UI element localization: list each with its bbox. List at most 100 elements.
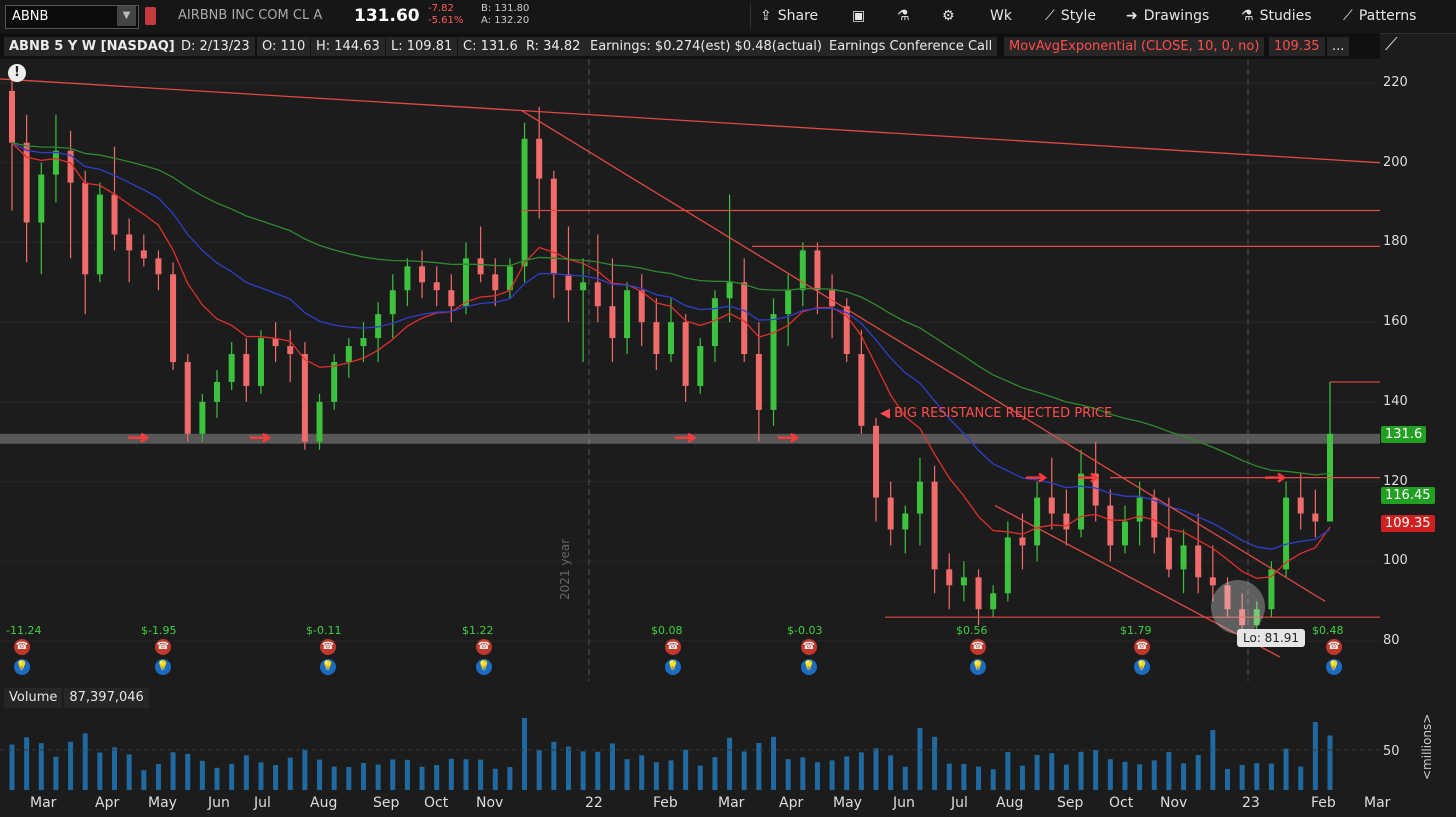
drawings-button[interactable]: ➜ Drawings (1126, 5, 1209, 27)
volume-bar (478, 759, 484, 790)
earnings-bulb-icon[interactable]: 💡 (665, 659, 681, 675)
candle-body (1151, 497, 1158, 538)
earnings-value: $0.56 (956, 624, 988, 637)
volume-bar (82, 733, 88, 790)
price-tick: 200 (1383, 154, 1408, 170)
snapshot-button[interactable]: ▣ (852, 5, 865, 27)
earnings-value: $0.48 (1312, 624, 1344, 637)
price-chart[interactable] (0, 59, 1380, 681)
volume-bar (1122, 761, 1128, 790)
ema-10-line (11, 142, 1331, 579)
volume-bar (829, 760, 835, 790)
date-axis[interactable]: Mar Apr May Jun Jul Aug Sep Oct Nov 22 Feb Mar Apr Ma… (0, 790, 1456, 817)
volume-bar (229, 763, 235, 790)
arrow-icon (1026, 472, 1048, 483)
candle-body (67, 150, 74, 183)
conference-call-icon[interactable]: ☎ (320, 639, 336, 655)
candle-body (170, 274, 177, 363)
candle-body (287, 346, 294, 355)
candle-body (843, 306, 850, 355)
arrow-icon (675, 432, 697, 443)
candle-body (360, 338, 367, 347)
candle-body (1048, 497, 1055, 514)
candle-body (243, 354, 250, 386)
volume-bar (1019, 765, 1025, 790)
volume-bar (141, 770, 147, 790)
volume-bar (287, 757, 293, 790)
bar-open: O: 110 (257, 37, 311, 56)
earnings-bulb-icon[interactable]: 💡 (1326, 659, 1342, 675)
conference-call-icon[interactable]: ☎ (155, 639, 171, 655)
volume-bar (97, 752, 103, 790)
flag-icon[interactable] (145, 7, 156, 25)
symbol-input[interactable]: ABNB (5, 5, 139, 29)
candle-body (23, 142, 30, 223)
volume-bar (536, 750, 542, 790)
price-tick: 100 (1383, 553, 1408, 569)
candle-body (228, 354, 235, 382)
date-tick: Nov (476, 795, 504, 811)
candle-body (492, 274, 499, 291)
low-label: Lo: 81.91 (1237, 629, 1306, 647)
price-tag-ma_blue: 116.45 (1381, 486, 1435, 504)
style-button[interactable]: ⟋ Style (1045, 5, 1096, 27)
earnings-bulb-icon[interactable]: 💡 (476, 659, 492, 675)
conference-call-icon[interactable]: ☎ (665, 639, 681, 655)
candle-body (82, 182, 89, 275)
volume-bar (741, 751, 747, 790)
bar-high: H: 144.63 (311, 37, 385, 56)
price-axis[interactable]: 220 200 180 160 140 120 100 80 (1380, 59, 1456, 681)
settings-button[interactable]: ⚙ (942, 5, 955, 27)
earnings-bulb-icon[interactable]: 💡 (320, 659, 336, 675)
volume-chart[interactable] (0, 686, 1380, 790)
candle-body (536, 138, 543, 179)
earnings-bulb-icon[interactable]: 💡 (970, 659, 986, 675)
price-tick: 80 (1383, 633, 1400, 649)
earnings-bulb-icon[interactable]: 💡 (155, 659, 171, 675)
symbol-dropdown-icon[interactable]: ▼ (117, 6, 136, 26)
volume-value: 87,397,046 (64, 688, 149, 708)
flask-button[interactable]: ⚗ (897, 5, 910, 27)
volume-bar (565, 746, 571, 790)
study-label[interactable]: MovAvgExponential (CLOSE, 10, 0, no) (1004, 37, 1265, 56)
candle-body (316, 401, 323, 442)
candle-body (389, 290, 396, 315)
conference-call-icon[interactable]: ☎ (476, 639, 492, 655)
earnings-bulb-icon[interactable]: 💡 (801, 659, 817, 675)
volume-bar (595, 751, 601, 790)
earnings-bulb-icon[interactable]: 💡 (14, 659, 30, 675)
conference-call-icon[interactable]: ☎ (1326, 639, 1342, 655)
volume-bar (53, 756, 59, 790)
volume-bar (653, 762, 659, 790)
date-tick: Mar (718, 795, 745, 811)
more-button[interactable]: ... (1327, 37, 1350, 56)
volume-bar (785, 759, 791, 790)
volume-bar (1005, 752, 1011, 790)
candle-body (726, 282, 733, 299)
share-button[interactable]: ⇪ Share (760, 5, 818, 27)
candle-body (1136, 497, 1143, 522)
alert-icon[interactable]: ! (8, 64, 26, 82)
candle-body (755, 354, 762, 410)
patterns-button[interactable]: ⟋ Patterns (1343, 5, 1416, 27)
studies-label: Studies (1259, 8, 1312, 24)
candle-body (126, 234, 133, 251)
candle-body (946, 569, 953, 586)
candle-body (594, 282, 601, 307)
earnings-bulb-icon[interactable]: 💡 (1134, 659, 1150, 675)
price-tag-ma_red: 109.35 (1381, 515, 1435, 533)
chart-style-icon[interactable]: ⟋ (1385, 34, 1398, 55)
candle-body (858, 354, 865, 426)
candle-body (1019, 537, 1026, 546)
year-marker: 2021 year (558, 538, 572, 600)
volume-bar (1181, 763, 1187, 790)
conference-call-icon[interactable]: ☎ (1134, 639, 1150, 655)
candle-body (1165, 537, 1172, 570)
conference-call-icon[interactable]: ☎ (14, 639, 30, 655)
conference-call-icon[interactable]: ☎ (801, 639, 817, 655)
conference-call-icon[interactable]: ☎ (970, 639, 986, 655)
candle-body (711, 298, 718, 347)
studies-button[interactable]: ⚗ Studies (1241, 5, 1312, 27)
price-tick: 180 (1383, 234, 1408, 250)
period-button[interactable]: Wk (990, 5, 1012, 27)
